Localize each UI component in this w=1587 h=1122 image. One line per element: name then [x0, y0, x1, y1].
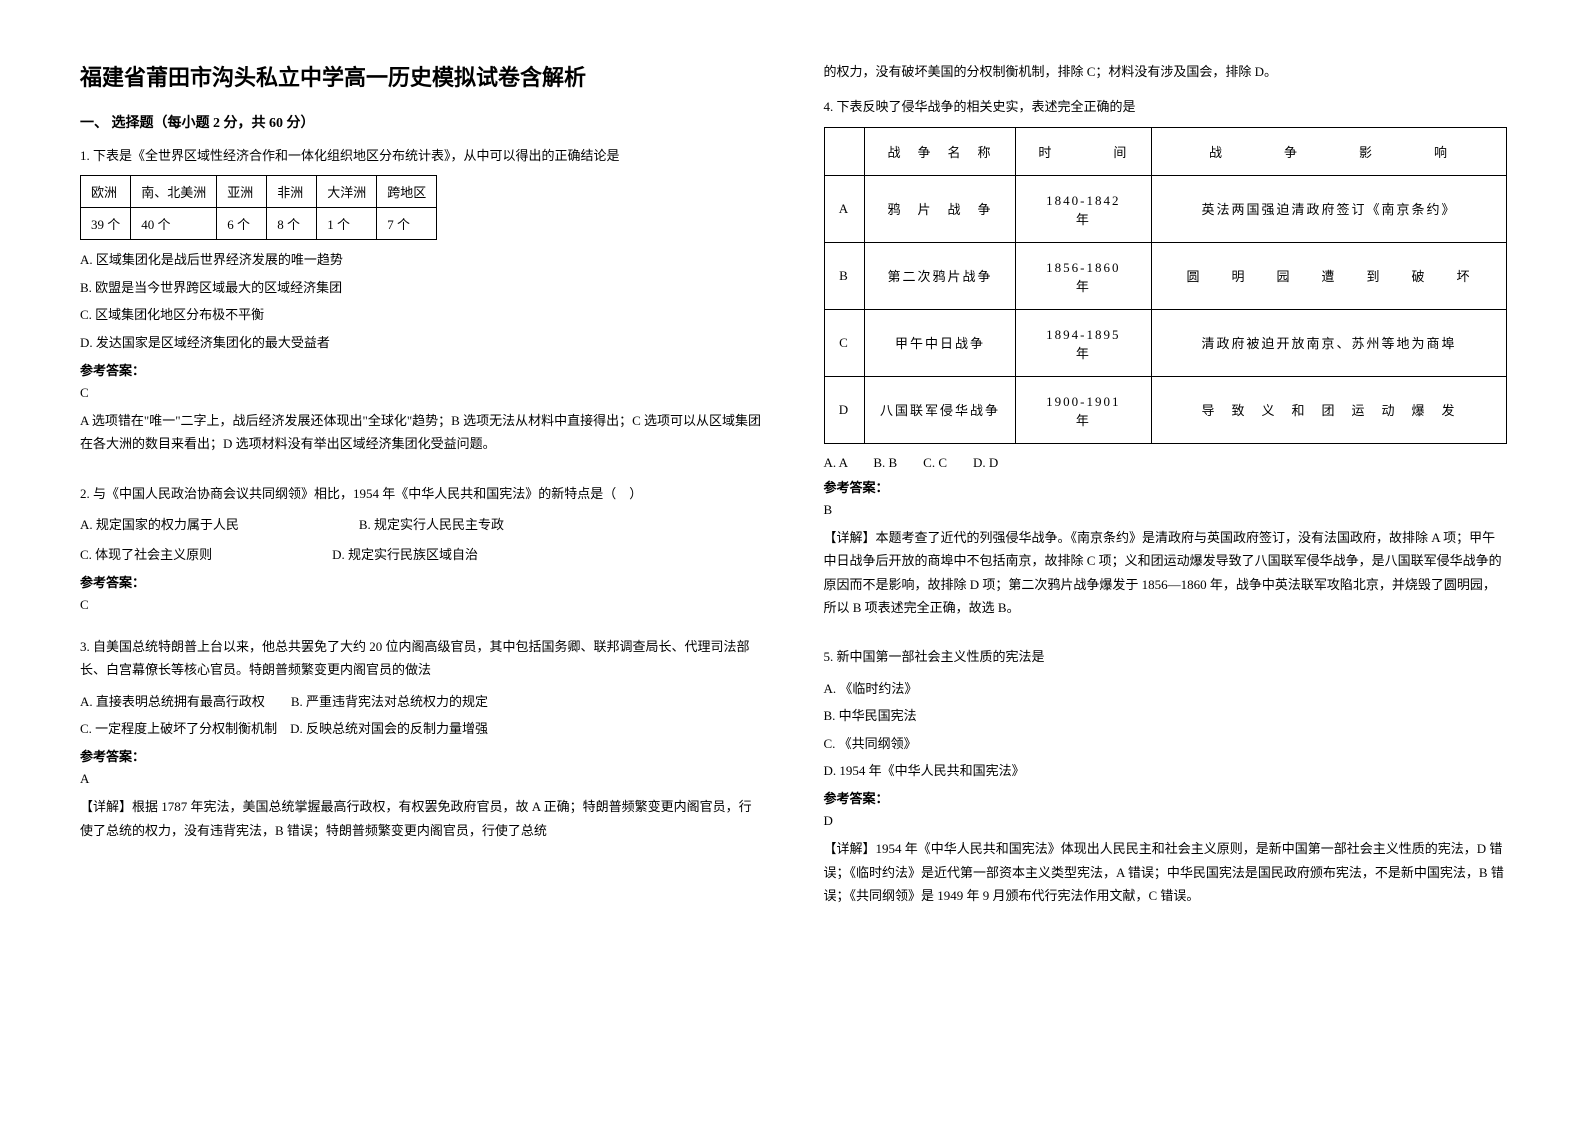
- question-4: 4. 下表反映了侵华战争的相关史实，表述完全正确的是 战 争 名 称 时 间 战…: [824, 95, 1508, 631]
- q4-r3c0: D: [824, 376, 865, 443]
- question-2: 2. 与《中国人民政治协商会议共同纲领》相比，1954 年《中华人民共和国宪法》…: [80, 482, 764, 621]
- q4-r1c3: 圆 明 园 遭 到 破 坏: [1152, 242, 1507, 309]
- q5-answer-label: 参考答案：: [824, 788, 1508, 807]
- question-5: 5. 新中国第一部社会主义性质的宪法是 A. 《临时约法》 B. 中华民国宪法 …: [824, 645, 1508, 919]
- table-row: B 第二次鸦片战争 1856-1860 年 圆 明 园 遭 到 破 坏: [824, 242, 1507, 309]
- q1-table: 欧洲 南、北美洲 亚洲 非洲 大洋洲 跨地区 39 个 40 个 6 个 8 个…: [80, 175, 437, 240]
- q2-opt-a: A. 规定国家的权力属于人民: [80, 513, 239, 536]
- q1-opt-b: B. 欧盟是当今世界跨区域最大的区域经济集团: [80, 276, 764, 299]
- q5-opt-a: A. 《临时约法》: [824, 677, 1508, 700]
- q4-inline-options: A. A B. B C. C D. D: [824, 452, 1508, 471]
- q2-row-1: A. 规定国家的权力属于人民 B. 规定实行人民民主专政: [80, 513, 764, 536]
- right-column: 的权力，没有破坏美国的分权制衡机制，排除 C；材料没有涉及国会，排除 D。 4.…: [824, 60, 1508, 1062]
- table-row: 39 个 40 个 6 个 8 个 1 个 7 个: [81, 208, 437, 240]
- q4-r2c1: 甲午中日战争: [865, 309, 1015, 376]
- q1-td-1: 40 个: [131, 208, 217, 240]
- q1-th-1: 南、北美洲: [131, 176, 217, 208]
- q3-opt-ab: A. 直接表明总统拥有最高行政权 B. 严重违背宪法对总统权力的规定: [80, 690, 764, 713]
- q4-r3c3: 导 致 义 和 团 运 动 爆 发: [1152, 376, 1507, 443]
- q4-r0c2: 1840-1842 年: [1015, 175, 1152, 242]
- q3-explain-cont: 的权力，没有破坏美国的分权制衡机制，排除 C；材料没有涉及国会，排除 D。: [824, 60, 1508, 83]
- q2-opt-b: B. 规定实行人民民主专政: [359, 513, 504, 536]
- q1-opt-c: C. 区域集团化地区分布极不平衡: [80, 303, 764, 326]
- q2-opt-d: D. 规定实行民族区域自治: [332, 543, 478, 566]
- q2-answer-label: 参考答案：: [80, 572, 764, 591]
- q1-td-0: 39 个: [81, 208, 131, 240]
- q1-th-4: 大洋洲: [317, 176, 377, 208]
- q2-stem: 2. 与《中国人民政治协商会议共同纲领》相比，1954 年《中华人民共和国宪法》…: [80, 482, 764, 505]
- left-column: 福建省莆田市沟头私立中学高一历史模拟试卷含解析 一、 选择题（每小题 2 分，共…: [80, 60, 764, 1062]
- q4-r2c3: 清政府被迫开放南京、苏州等地为商埠: [1152, 309, 1507, 376]
- q4-r2c2: 1894-1895 年: [1015, 309, 1152, 376]
- q4-r3c1: 八国联军侵华战争: [865, 376, 1015, 443]
- table-row: D 八国联军侵华战争 1900-1901 年 导 致 义 和 团 运 动 爆 发: [824, 376, 1507, 443]
- q5-opt-c: C. 《共同纲领》: [824, 732, 1508, 755]
- q3-opt-cd: C. 一定程度上破坏了分权制衡机制 D. 反映总统对国会的反制力量增强: [80, 717, 764, 740]
- q3-answer-label: 参考答案：: [80, 746, 764, 765]
- q4-h1: 战 争 名 称: [865, 127, 1015, 175]
- q4-stem: 4. 下表反映了侵华战争的相关史实，表述完全正确的是: [824, 95, 1508, 118]
- q4-h0: [824, 127, 865, 175]
- q4-r0c0: A: [824, 175, 865, 242]
- q5-answer: D: [824, 813, 1508, 829]
- q1-opt-d: D. 发达国家是区域经济集团化的最大受益者: [80, 331, 764, 354]
- q1-td-5: 7 个: [377, 208, 437, 240]
- q3-stem: 3. 自美国总统特朗普上台以来，他总共罢免了大约 20 位内阁高级官员，其中包括…: [80, 635, 764, 682]
- q1-td-3: 8 个: [267, 208, 317, 240]
- q1-td-2: 6 个: [217, 208, 267, 240]
- q4-r1c2: 1856-1860 年: [1015, 242, 1152, 309]
- q1-th-3: 非洲: [267, 176, 317, 208]
- q5-stem: 5. 新中国第一部社会主义性质的宪法是: [824, 645, 1508, 668]
- q5-opt-b: B. 中华民国宪法: [824, 704, 1508, 727]
- table-row: 欧洲 南、北美洲 亚洲 非洲 大洋洲 跨地区: [81, 176, 437, 208]
- q1-answer-label: 参考答案：: [80, 360, 764, 379]
- q1-td-4: 1 个: [317, 208, 377, 240]
- q3-answer: A: [80, 771, 764, 787]
- q4-answer-label: 参考答案：: [824, 477, 1508, 496]
- q4-r0c3: 英法两国强迫清政府签订《南京条约》: [1152, 175, 1507, 242]
- q4-r0c1: 鸦 片 战 争: [865, 175, 1015, 242]
- q4-h3: 战 争 影 响: [1152, 127, 1507, 175]
- table-row: A 鸦 片 战 争 1840-1842 年 英法两国强迫清政府签订《南京条约》: [824, 175, 1507, 242]
- q4-answer: B: [824, 502, 1508, 518]
- q2-answer: C: [80, 597, 764, 613]
- q4-r2c0: C: [824, 309, 865, 376]
- q2-opt-c: C. 体现了社会主义原则: [80, 543, 212, 566]
- q4-r3c2: 1900-1901 年: [1015, 376, 1152, 443]
- table-row: C 甲午中日战争 1894-1895 年 清政府被迫开放南京、苏州等地为商埠: [824, 309, 1507, 376]
- q3-explain: 【详解】根据 1787 年宪法，美国总统掌握最高行政权，有权罢免政府官员，故 A…: [80, 795, 764, 842]
- q1-stem: 1. 下表是《全世界区域性经济合作和一体化组织地区分布统计表》，从中可以得出的正…: [80, 144, 764, 167]
- q4-h2: 时 间: [1015, 127, 1152, 175]
- question-1: 1. 下表是《全世界区域性经济合作和一体化组织地区分布统计表》，从中可以得出的正…: [80, 144, 764, 468]
- q1-th-0: 欧洲: [81, 176, 131, 208]
- page-title: 福建省莆田市沟头私立中学高一历史模拟试卷含解析: [80, 60, 764, 92]
- q4-explain: 【详解】本题考查了近代的列强侵华战争。《南京条约》是清政府与英国政府签订，没有法…: [824, 526, 1508, 620]
- q4-table: 战 争 名 称 时 间 战 争 影 响 A 鸦 片 战 争 1840-1842 …: [824, 127, 1508, 444]
- q1-th-5: 跨地区: [377, 176, 437, 208]
- q2-row-2: C. 体现了社会主义原则 D. 规定实行民族区域自治: [80, 543, 764, 566]
- table-row: 战 争 名 称 时 间 战 争 影 响: [824, 127, 1507, 175]
- q1-th-2: 亚洲: [217, 176, 267, 208]
- section-header: 一、 选择题（每小题 2 分，共 60 分）: [80, 112, 764, 132]
- q4-r1c0: B: [824, 242, 865, 309]
- q1-explain: A 选项错在"唯一"二字上，战后经济发展还体现出"全球化"趋势；B 选项无法从材…: [80, 409, 764, 456]
- q5-opt-d: D. 1954 年《中华人民共和国宪法》: [824, 759, 1508, 782]
- q5-explain: 【详解】1954 年《中华人民共和国宪法》体现出人民民主和社会主义原则，是新中国…: [824, 837, 1508, 907]
- q1-answer: C: [80, 385, 764, 401]
- question-3: 3. 自美国总统特朗普上台以来，他总共罢免了大约 20 位内阁高级官员，其中包括…: [80, 635, 764, 854]
- q4-r1c1: 第二次鸦片战争: [865, 242, 1015, 309]
- q1-opt-a: A. 区域集团化是战后世界经济发展的唯一趋势: [80, 248, 764, 271]
